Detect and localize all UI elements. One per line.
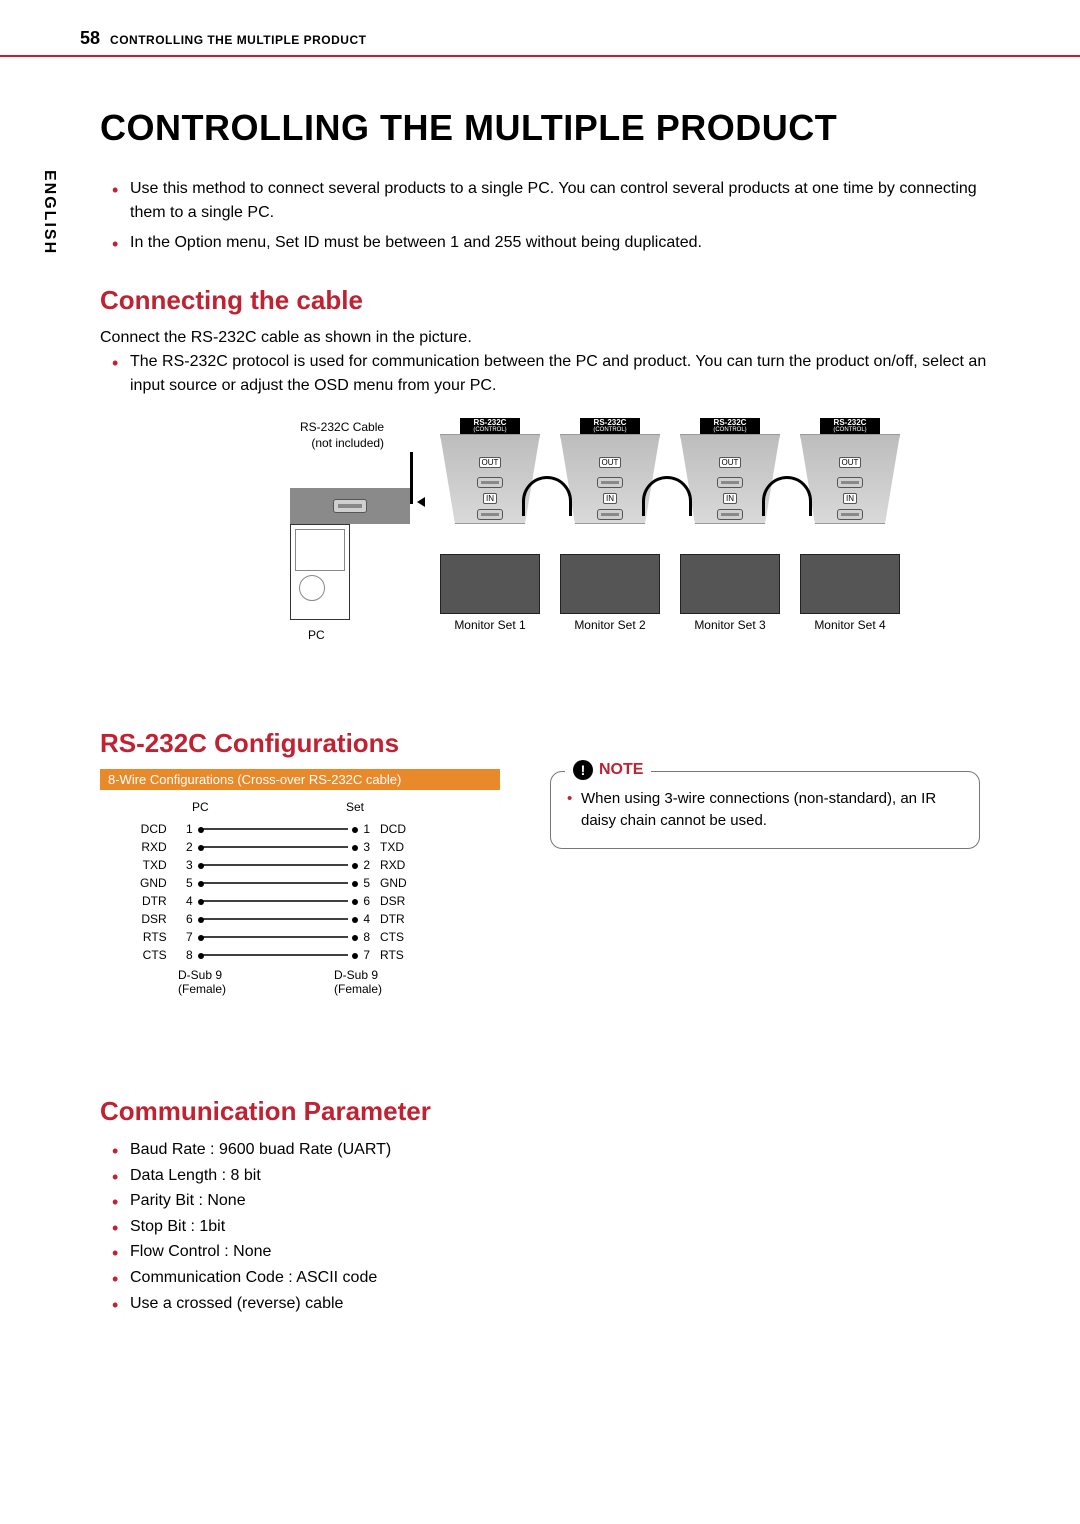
page-number: 58 [80, 28, 100, 49]
wiring-diagram: PC Set DCDRXDTXDGNDDTRDSRRTSCTS 1 2 3 5 … [100, 796, 500, 1026]
wires-svg [200, 820, 348, 964]
monitor-unit: RS-232C(CONTROL) OUT IN Monitor Set 4 [800, 418, 900, 632]
note-label: NOTE [599, 761, 643, 779]
page-header: 58 CONTROLLING THE MULTIPLE PRODUCT [0, 0, 1080, 57]
pin-num: 8 [350, 928, 370, 946]
pin-label: DTR [140, 892, 167, 910]
pin-label: DSR [380, 892, 407, 910]
unit-back: OUT IN [800, 434, 900, 524]
pin-label: CTS [380, 928, 407, 946]
param-item: Flow Control : None [130, 1239, 1000, 1265]
monitor-unit: RS-232C(CONTROL) OUT IN Monitor Set 3 [680, 418, 780, 632]
note-title: ! NOTE [565, 760, 651, 780]
unit-header: RS-232C(CONTROL) [700, 418, 760, 434]
pin-num: 6 [350, 892, 370, 910]
cable-segment [410, 452, 413, 504]
pin-num: 7 [350, 946, 370, 964]
section-heading: Connecting the cable [100, 285, 1000, 316]
pin-label: RTS [380, 946, 407, 964]
cable-label-line: (not included) [300, 436, 384, 452]
info-icon: ! [573, 760, 593, 780]
pin-label: RXD [140, 838, 167, 856]
wiring-block: 8-Wire Configurations (Cross-over RS-232… [100, 769, 500, 1026]
monitor-label: Monitor Set 2 [560, 618, 660, 632]
param-item: Use a crossed (reverse) cable [130, 1291, 1000, 1317]
port-icon [333, 499, 367, 513]
pin-label: TXD [140, 856, 167, 874]
pin-label: RXD [380, 856, 407, 874]
section-bullet: The RS-232C protocol is used for communi… [130, 350, 1000, 398]
page-content: CONTROLLING THE MULTIPLE PRODUCT Use thi… [0, 107, 1080, 1316]
cable-label-line: RS-232C Cable [300, 420, 384, 436]
col-header: Set [346, 800, 364, 814]
monitor-label: Monitor Set 1 [440, 618, 540, 632]
unit-header: RS-232C(CONTROL) [580, 418, 640, 434]
section-heading: RS-232C Configurations [100, 728, 1000, 759]
connector-label: D-Sub 9 (Female) [334, 968, 382, 996]
pin-label: DTR [380, 910, 407, 928]
monitor-label: Monitor Set 4 [800, 618, 900, 632]
unit-header: RS-232C(CONTROL) [460, 418, 520, 434]
pc-tower-icon [290, 524, 350, 620]
page-title: CONTROLLING THE MULTIPLE PRODUCT [100, 107, 1000, 149]
pin-label: GND [140, 874, 167, 892]
intro-item: In the Option menu, Set ID must be betwe… [130, 231, 1000, 255]
connection-diagram: RS-232C Cable (not included) PC RS-232C(… [170, 418, 930, 698]
arrow-icon [417, 497, 425, 507]
pin-label: DSR [140, 910, 167, 928]
pin-label: DCD [380, 820, 407, 838]
config-block: 8-Wire Configurations (Cross-over RS-232… [100, 769, 1000, 1026]
pin-label: DCD [140, 820, 167, 838]
note-box: ! NOTE When using 3-wire connections (no… [550, 771, 980, 849]
monitor-screen-icon [560, 554, 660, 614]
pc-connector [290, 488, 410, 524]
header-section: CONTROLLING THE MULTIPLE PRODUCT [110, 33, 366, 47]
pin-num: 5 [350, 874, 370, 892]
section-heading: Communication Parameter [100, 1096, 1000, 1127]
monitor-label: Monitor Set 3 [680, 618, 780, 632]
pin-num: 1 [350, 820, 370, 838]
param-item: Data Length : 8 bit [130, 1163, 1000, 1189]
intro-list: Use this method to connect several produ… [100, 177, 1000, 255]
pin-num: 4 [350, 910, 370, 928]
pin-label: RTS [140, 928, 167, 946]
param-item: Baud Rate : 9600 buad Rate (UART) [130, 1137, 1000, 1163]
note-text: When using 3-wire connections (non-stand… [567, 788, 963, 832]
pin-label: CTS [140, 946, 167, 964]
monitor-unit: RS-232C(CONTROL) OUT IN Monitor Set 2 [560, 418, 660, 632]
cable-label: RS-232C Cable (not included) [300, 420, 384, 451]
pin-num: 3 [350, 838, 370, 856]
monitor-screen-icon [680, 554, 780, 614]
param-list: Baud Rate : 9600 buad Rate (UART)Data Le… [100, 1137, 1000, 1316]
param-item: Stop Bit : 1bit [130, 1214, 1000, 1240]
connector-label: D-Sub 9 (Female) [178, 968, 226, 996]
config-banner: 8-Wire Configurations (Cross-over RS-232… [100, 769, 500, 790]
intro-item: Use this method to connect several produ… [130, 177, 1000, 225]
pin-num: 2 [350, 856, 370, 874]
pin-label: GND [380, 874, 407, 892]
pin-label: TXD [380, 838, 407, 856]
param-item: Communication Code : ASCII code [130, 1265, 1000, 1291]
section-text: Connect the RS-232C cable as shown in th… [100, 326, 1000, 350]
pc-label: PC [308, 628, 325, 642]
monitor-unit: RS-232C(CONTROL) OUT IN Monitor Set 1 [440, 418, 540, 632]
col-header: PC [192, 800, 209, 814]
unit-header: RS-232C(CONTROL) [820, 418, 880, 434]
section-bullets: The RS-232C protocol is used for communi… [100, 350, 1000, 398]
param-item: Parity Bit : None [130, 1188, 1000, 1214]
monitor-screen-icon [800, 554, 900, 614]
monitor-screen-icon [440, 554, 540, 614]
language-label: ENGLISH [40, 170, 58, 255]
